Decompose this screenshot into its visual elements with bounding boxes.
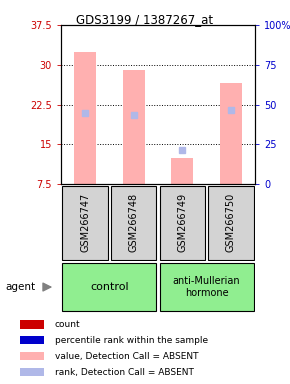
Bar [123,70,145,184]
Text: control: control [90,282,129,292]
Bar [220,83,242,184]
Text: value, Detection Call = ABSENT: value, Detection Call = ABSENT [55,352,198,361]
Text: GSM266748: GSM266748 [129,193,139,252]
Text: GDS3199 / 1387267_at: GDS3199 / 1387267_at [77,13,213,26]
Text: GSM266747: GSM266747 [80,193,90,252]
Text: GSM266750: GSM266750 [226,193,236,252]
Bar [62,263,157,311]
Text: count: count [55,320,81,329]
Bar [111,186,157,260]
Bar [74,51,96,184]
Bar [171,158,193,184]
Text: GSM266749: GSM266749 [177,193,187,252]
Bar [160,186,205,260]
Text: anti-Mullerian
hormone: anti-Mullerian hormone [173,276,240,298]
Bar [20,368,44,376]
Text: rank, Detection Call = ABSENT: rank, Detection Call = ABSENT [55,368,194,377]
Bar [20,320,44,329]
Bar [20,352,44,360]
Bar [62,186,108,260]
Text: percentile rank within the sample: percentile rank within the sample [55,336,208,345]
Bar [208,186,254,260]
Bar [20,336,44,344]
Text: agent: agent [6,282,36,292]
Bar [160,263,254,311]
